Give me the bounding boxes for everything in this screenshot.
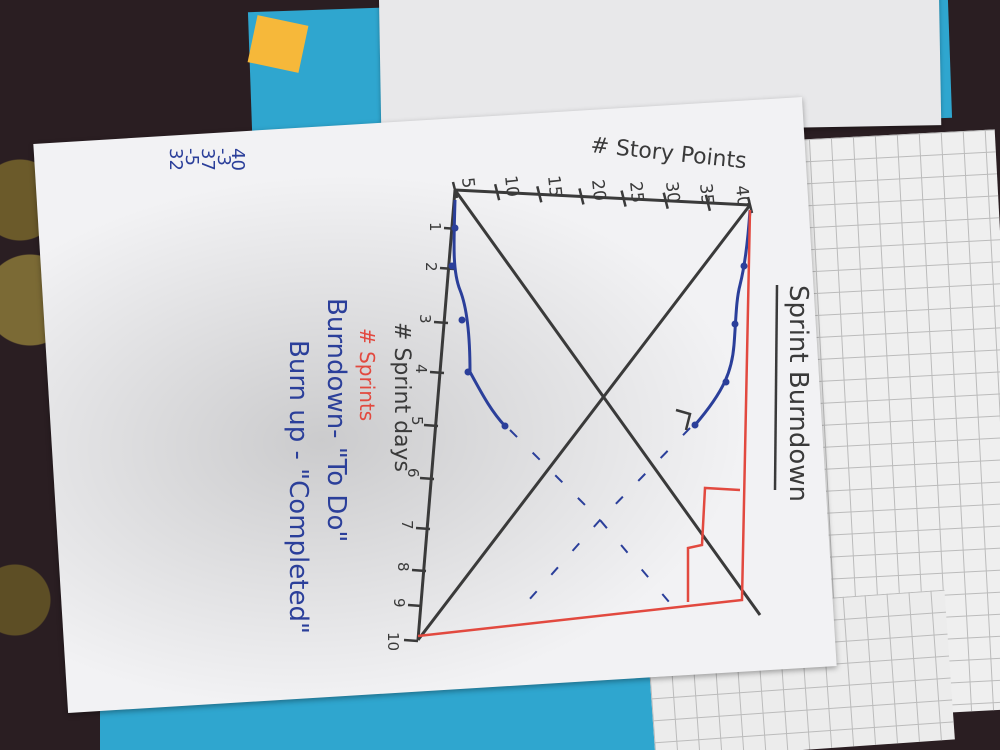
y-tick-mark: [620, 190, 627, 207]
calculation-notes: 40 -3 37 -5 32: [165, 148, 248, 171]
y-tick-label: 20: [587, 178, 609, 202]
sprints-annotation: # Sprints: [355, 328, 379, 421]
x-tick-label: 10: [384, 632, 402, 651]
y-tick-mark: [578, 188, 585, 205]
scope-lines: [417, 209, 752, 638]
x-tick-label: 1: [426, 222, 444, 232]
x-tick-label: 5: [408, 416, 426, 426]
scope-outline: [417, 209, 752, 638]
ideal-burndown-line: [453, 189, 762, 616]
x-axis-line: [416, 189, 457, 641]
x-tick-label: 9: [390, 598, 408, 608]
y-tick-mark: [662, 192, 669, 210]
y-axis-line: [454, 188, 751, 207]
x-tick-label: 4: [412, 364, 430, 374]
y-tick-label: 25: [625, 180, 647, 204]
ink-mark: [675, 408, 692, 431]
x-tick-label: 6: [404, 468, 422, 478]
x-tick-marks: [403, 226, 459, 643]
y-tick-label: 15: [543, 174, 565, 198]
burndown-projection: [509, 429, 681, 616]
x-tick-label: 7: [398, 520, 416, 530]
x-tick-labels: 1 2 3 4 5 6 7 8 9 10: [384, 222, 444, 651]
burndown-points: [448, 224, 509, 430]
calc-line: 40: [227, 148, 248, 171]
burnup-projection: [519, 427, 691, 611]
y-tick-marks: [451, 181, 754, 214]
y-tick-label: 5: [457, 176, 478, 189]
calc-line: 32: [165, 148, 186, 171]
calc-line: -3: [213, 148, 234, 166]
y-tick-label: 10: [500, 174, 522, 198]
legend-burndown: Burndown- "To Do": [321, 298, 351, 542]
y-tick-mark: [704, 194, 712, 212]
ideal-burnup-line: [416, 204, 752, 641]
burndown-actual-line: [452, 199, 507, 428]
calc-line: -5: [181, 148, 202, 166]
x-axis-label: # Sprint days: [389, 322, 414, 472]
title-underline: [773, 284, 779, 491]
y-tick-label: 40: [731, 184, 753, 208]
calc-line: 37: [197, 148, 218, 171]
x-tick-label: 8: [394, 562, 412, 572]
x-tick-label: 2: [422, 262, 440, 272]
chart-title: Sprint Burndown: [783, 285, 813, 502]
completed-steps: [686, 486, 741, 602]
axes: [416, 188, 762, 641]
y-tick-mark: [536, 185, 543, 203]
y-tick-labels: 5 10 15 20 25 30 35 40: [457, 174, 753, 208]
y-tick-mark: [451, 181, 459, 199]
y-axis-label: # Story Points: [589, 133, 747, 174]
y-tick-label: 35: [695, 182, 717, 206]
y-tick-label: 30: [661, 180, 683, 204]
x-tick-label: 3: [416, 314, 434, 324]
legend-burnup: Burn up - "Completed": [283, 340, 313, 634]
burnup-points: [691, 262, 748, 429]
burnup-actual-line: [693, 209, 752, 426]
y-tick-mark: [493, 183, 501, 201]
